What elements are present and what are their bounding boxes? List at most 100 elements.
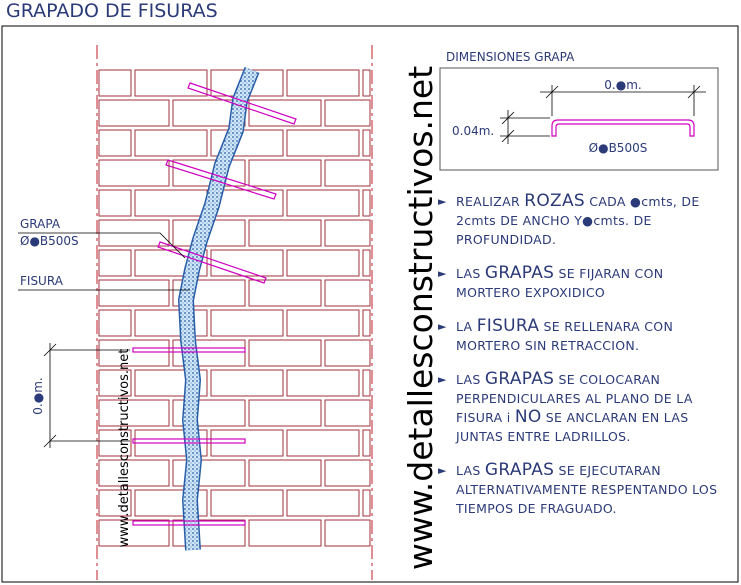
note-text: LAS GRAPAS SE FIJARAN CON MORTERO EXPOXI…	[456, 264, 723, 302]
text: SE ANCLARAN EN LAS JUNTAS ENTRE LADRILLO…	[456, 410, 689, 444]
brick	[286, 249, 360, 277]
brick	[172, 459, 246, 487]
text: LAS	[456, 266, 485, 281]
label: GRAPA	[20, 217, 61, 231]
brick	[362, 309, 371, 337]
note: ► LAS GRAPAS SE FIJARAN CON MORTERO EXPOX…	[438, 264, 723, 302]
note: ► REALIZAR ROZAS CADA ●cmts, DE 2cmts DE …	[438, 192, 723, 249]
brick	[134, 69, 208, 97]
brick	[324, 339, 371, 367]
brick	[362, 69, 371, 97]
leaders	[18, 232, 190, 448]
watermark: www.detallesconstructivos.net	[401, 66, 440, 570]
keyword: GRAPAS	[484, 460, 555, 480]
brick	[98, 159, 170, 187]
brick	[362, 489, 371, 517]
text: LAS	[456, 463, 485, 478]
title: GRAPADO DE FISURAS	[6, 0, 218, 22]
brick	[324, 279, 371, 307]
brick	[134, 369, 208, 397]
brick	[248, 519, 322, 547]
brick	[98, 309, 132, 337]
brick	[324, 159, 371, 187]
brick	[324, 459, 371, 487]
brick	[362, 249, 371, 277]
brick	[98, 459, 170, 487]
bullet: ►	[438, 267, 447, 280]
brick	[248, 279, 322, 307]
brick	[98, 129, 132, 157]
notes: ► REALIZAR ROZAS CADA ●cmts, DE 2cmts DE …	[438, 192, 723, 533]
note-text: REALIZAR ROZAS CADA ●cmts, DE 2cmts DE A…	[456, 192, 723, 249]
note-text: LAS GRAPAS SE COLOCARAN PERPENDICULARES …	[456, 370, 723, 446]
text: SE COLOCARAN PERPENDICULARES AL PLANO DE…	[456, 372, 693, 425]
brick	[286, 489, 360, 517]
brick	[210, 129, 284, 157]
note: ► LAS GRAPAS SE EJECUTARAN ALTERNATIVAMEN…	[438, 461, 723, 518]
text: SE RELLENARA CON MORTERO SIN RETRACCION.	[456, 319, 674, 353]
text: SE FIJARAN CON MORTERO EXPOXIDICO	[456, 266, 664, 300]
brick	[210, 249, 284, 277]
note: ► LA FISURA SE RELLENARA CON MORTERO SIN …	[438, 317, 723, 355]
text: LAS	[456, 372, 485, 387]
bullet: ►	[438, 464, 447, 477]
brick	[362, 189, 371, 217]
brick	[172, 339, 246, 367]
brick	[286, 129, 360, 157]
staple-detail	[551, 119, 695, 137]
brick	[324, 99, 371, 127]
bullet: ►	[438, 195, 447, 208]
brick	[98, 279, 170, 307]
brick	[286, 69, 360, 97]
brick	[134, 189, 208, 217]
keyword: GRAPAS	[484, 263, 555, 283]
frame	[1, 25, 739, 583]
brick	[98, 339, 170, 367]
keyword: GRAPAS	[484, 369, 555, 389]
brick	[98, 369, 132, 397]
brick	[172, 279, 246, 307]
keyword: FISURA	[476, 316, 540, 336]
label: DIMENSIONES GRAPA	[446, 50, 575, 64]
dimension-box	[439, 67, 719, 171]
label: Ø●B500S	[589, 141, 648, 155]
note: ► LAS GRAPAS SE COLOCARAN PERPENDICULARES…	[438, 370, 723, 446]
brick	[362, 429, 371, 457]
brick	[134, 489, 208, 517]
brick	[286, 189, 360, 217]
brick	[286, 429, 360, 457]
brick	[286, 309, 360, 337]
label: 0.04m.	[452, 124, 494, 138]
label: Ø●B500S	[20, 234, 79, 248]
brick	[98, 399, 170, 427]
brick	[210, 369, 284, 397]
brick	[172, 519, 246, 547]
brick	[248, 219, 322, 247]
watermark: www.detallesconstructivos.net	[117, 349, 132, 548]
brick	[210, 489, 284, 517]
brick	[248, 459, 322, 487]
brick	[248, 99, 322, 127]
brick	[286, 369, 360, 397]
label: 0.●m.	[31, 377, 45, 414]
brick	[248, 159, 322, 187]
keyword: NO	[514, 407, 542, 427]
brick	[98, 489, 132, 517]
label: FISURA	[20, 274, 64, 288]
brick	[98, 69, 132, 97]
staples	[132, 82, 297, 526]
crack	[179, 67, 259, 551]
dimension-lines	[500, 85, 706, 144]
brick	[98, 429, 132, 457]
brick	[134, 129, 208, 157]
brick	[98, 249, 132, 277]
brick	[248, 399, 322, 427]
brick	[172, 399, 246, 427]
brick	[98, 189, 132, 217]
brick	[134, 249, 208, 277]
text: CADA ●cmts, DE 2cmts DE ANCHO Y●cmts. DE…	[456, 194, 700, 247]
note-text: LA FISURA SE RELLENARA CON MORTERO SIN R…	[456, 317, 723, 355]
brick	[248, 339, 322, 367]
